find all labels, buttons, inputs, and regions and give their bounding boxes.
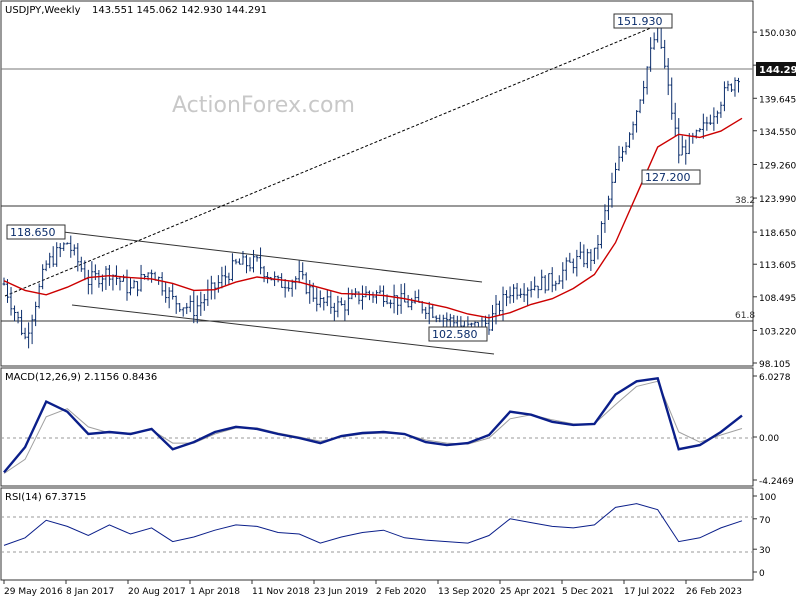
price-tick-label: 150.030	[759, 29, 796, 39]
rsi-title: RSI(14) 67.3715	[5, 492, 86, 503]
macd-axis: 6.0278 0.00 -4.2469	[753, 373, 794, 487]
macd-tick-label: 0.00	[759, 434, 779, 444]
macd-title: MACD(12,26,9) 2.1156 0.8436	[5, 372, 157, 383]
callout-127200: 127.200	[641, 169, 701, 185]
price-tick-label: 113.605	[759, 261, 796, 271]
projection-dashed-line	[4, 19, 671, 297]
time-tick-label: 26 Feb 2023	[686, 587, 742, 597]
rsi-tick-label: 30	[759, 546, 771, 556]
callout-102580: 102.580	[428, 326, 488, 342]
price-tick-label: 108.495	[759, 294, 796, 304]
macd-tick-label: 6.0278	[759, 373, 791, 383]
current-price-box	[756, 62, 796, 76]
time-tick-label: 13 Sep 2020	[438, 587, 495, 597]
fib-618-label: 61.8	[735, 311, 755, 321]
macd-line	[3, 376, 743, 474]
price-candles	[2, 13, 740, 349]
time-tick-label: 5 Dec 2021	[562, 587, 614, 597]
rsi-tick-label: 100	[759, 493, 776, 503]
chart-ohlc: 143.551 145.062 142.930 144.291	[92, 5, 267, 16]
callout-118650-text: 118.650	[10, 226, 56, 239]
callout-118650: 118.650	[6, 224, 66, 240]
watermark: ActionForex.com	[172, 93, 355, 118]
time-tick-label: 17 Jul 2022	[624, 587, 675, 597]
callout-102580-text: 102.580	[432, 328, 478, 341]
rsi-tick-label: 0	[759, 569, 765, 579]
price-tick-label: 134.550	[759, 128, 796, 138]
callout-127200-text: 127.200	[645, 171, 691, 184]
time-tick-label: 8 Jan 2017	[66, 587, 114, 597]
callout-151930: 151.930	[613, 13, 673, 29]
price-axis: 150.030144.845139.645134.550129.260123.9…	[753, 29, 796, 370]
time-tick-label: 1 Apr 2018	[190, 587, 240, 597]
rsi-axis: 100 70 30 0	[753, 493, 776, 579]
macd-tick-label: -4.2469	[759, 477, 794, 487]
callout-151930-text: 151.930	[617, 15, 663, 28]
fib-382-label: 38.2	[735, 196, 755, 206]
price-tick-label: 118.650	[759, 229, 796, 239]
time-axis: 29 May 2016 8 Jan 2017 20 Aug 2017 1 Apr 20…	[3, 580, 742, 597]
time-tick-label: 2 Feb 2020	[376, 587, 427, 597]
time-tick-label: 25 Apr 2021	[500, 587, 556, 597]
price-tick-label: 139.645	[759, 95, 796, 105]
price-tick-label: 123.990	[759, 195, 796, 205]
rsi-tick-label: 70	[759, 516, 771, 526]
price-tick-label: 98.105	[759, 360, 791, 370]
rsi-line	[3, 503, 743, 546]
time-tick-label: 23 Jun 2019	[314, 587, 368, 597]
rsi-panel	[0, 487, 754, 581]
price-panel	[0, 0, 754, 367]
moving-average-line	[3, 117, 743, 319]
price-tick-label: 103.220	[759, 327, 796, 337]
time-tick-label: 20 Aug 2017	[128, 587, 186, 597]
chart-symbol: USDJPY,Weekly	[5, 5, 81, 16]
current-price-label: 144.291	[759, 65, 800, 76]
time-tick-label: 29 May 2016	[4, 587, 63, 597]
channel-lower-line	[71, 304, 495, 355]
channel-upper-line	[54, 230, 483, 283]
time-tick-label: 11 Nov 2018	[252, 587, 310, 597]
price-tick-label: 129.260	[759, 161, 796, 171]
